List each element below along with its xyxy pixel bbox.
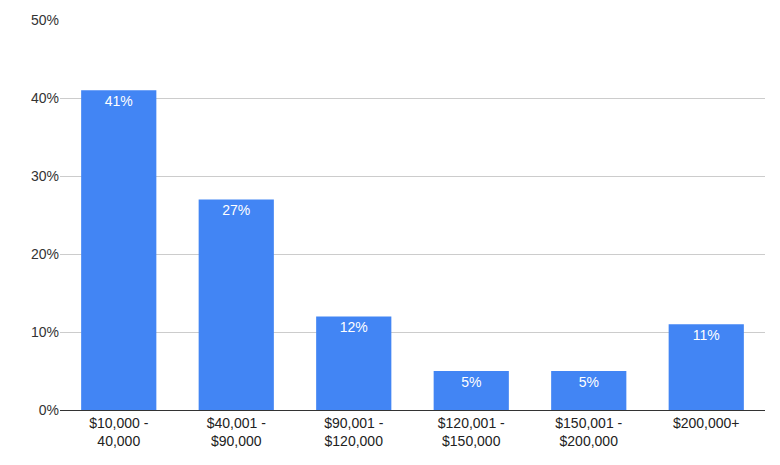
svg-text:0%: 0% <box>39 402 59 418</box>
svg-text:$120,001 -$150,000: $120,001 -$150,000 <box>438 415 505 449</box>
svg-text:5%: 5% <box>579 374 599 390</box>
svg-text:11%: 11% <box>693 327 720 343</box>
svg-text:12%: 12% <box>340 319 368 335</box>
svg-text:10%: 10% <box>31 324 59 340</box>
svg-text:20%: 20% <box>31 246 59 262</box>
svg-text:30%: 30% <box>31 168 59 184</box>
svg-text:$10,000 -40,000: $10,000 -40,000 <box>89 415 148 449</box>
svg-text:$150,001 -$200,000: $150,001 -$200,000 <box>555 415 622 449</box>
svg-text:5%: 5% <box>461 374 481 390</box>
svg-text:$90,001 -$120,000: $90,001 -$120,000 <box>324 415 383 449</box>
svg-text:41%: 41% <box>105 93 133 109</box>
svg-text:$40,001 -$90,000: $40,001 -$90,000 <box>207 415 266 449</box>
svg-text:40%: 40% <box>31 90 59 106</box>
svg-text:50%: 50% <box>31 12 59 28</box>
svg-text:$200,000+: $200,000+ <box>673 415 740 431</box>
svg-text:27%: 27% <box>222 202 250 218</box>
